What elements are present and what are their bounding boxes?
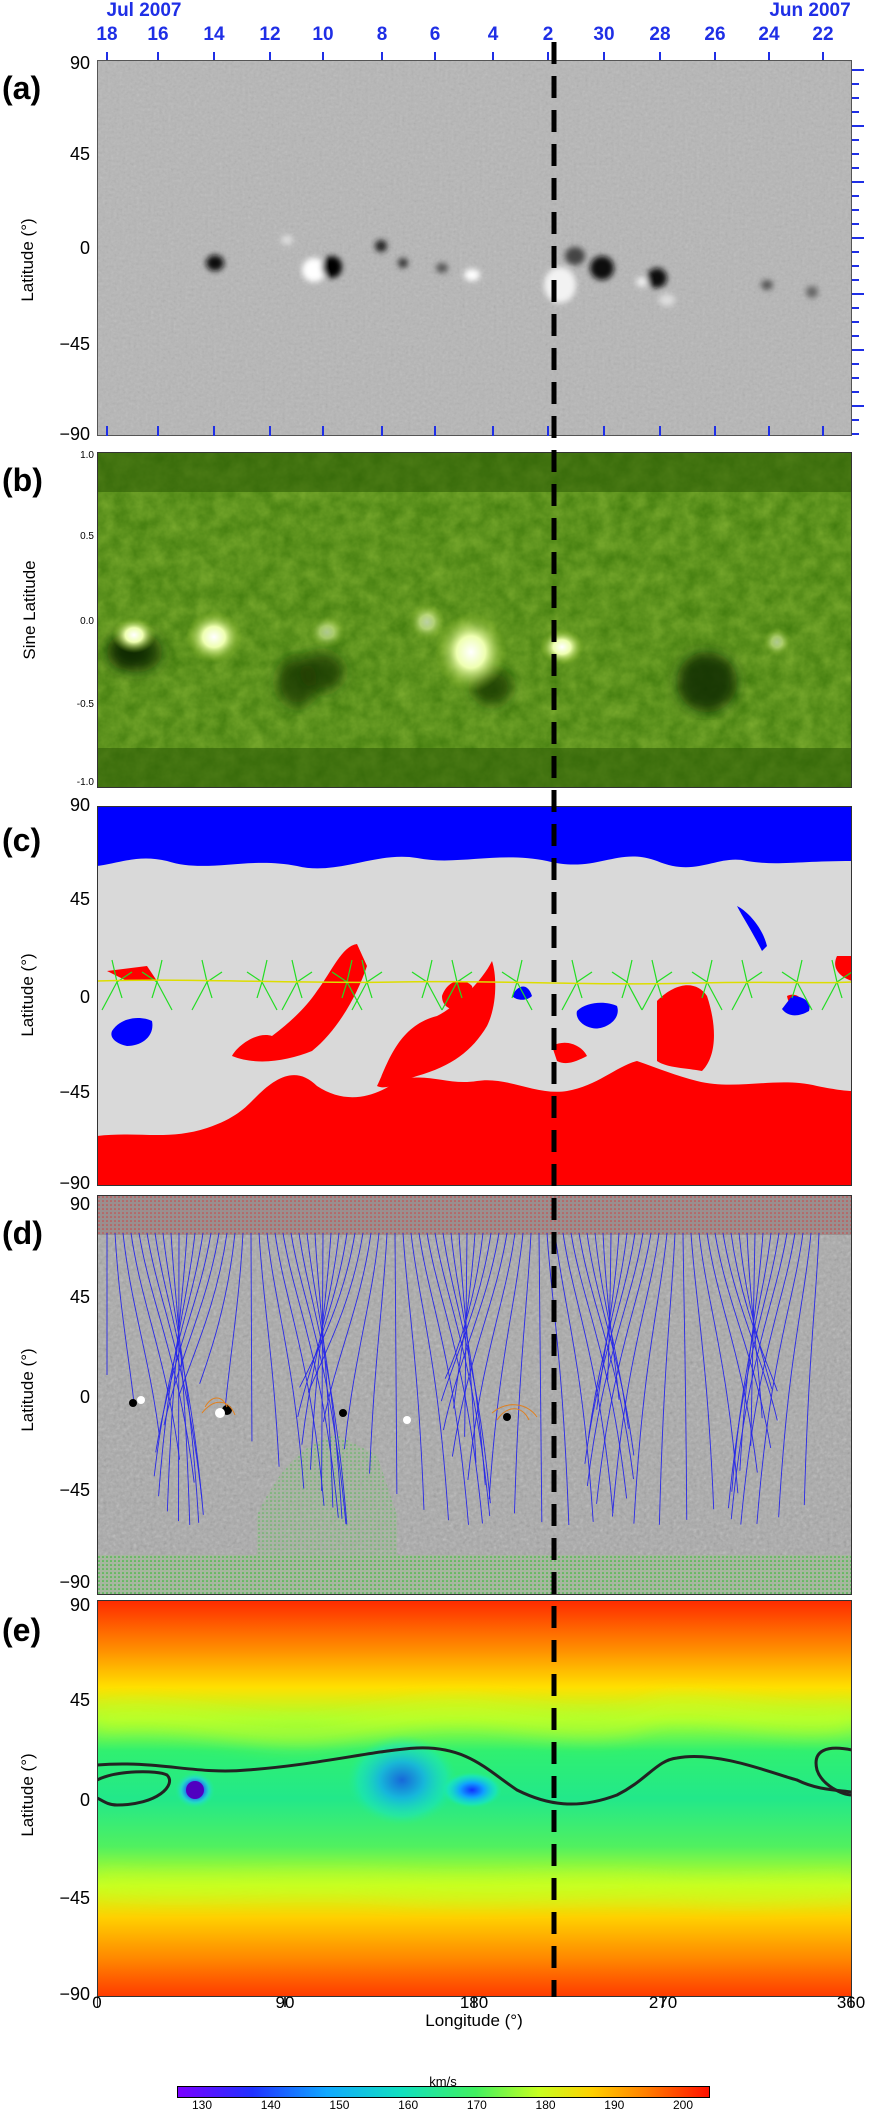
top-axis-day-label: 24 <box>758 24 780 45</box>
top-axis-ticks <box>106 52 824 61</box>
top-axis-day-label: 18 <box>96 24 118 45</box>
panel-e-ytick: 90 <box>69 1595 90 1615</box>
panel-b-ytick: 0.0 <box>80 616 94 627</box>
panel-c-ytick: −90 <box>59 1173 90 1193</box>
panel-b-ytick: -0.5 <box>76 699 94 710</box>
panel-d-ytick: 90 <box>69 1194 90 1214</box>
colorbar-tick: 140 <box>260 2098 281 2112</box>
x-axis-label: Longitude (°) <box>425 2011 523 2030</box>
panel-b-letter: (b) <box>2 462 43 498</box>
top-axis-day-label: 6 <box>429 24 441 45</box>
top-axis-day-label: 12 <box>259 24 281 45</box>
panel-a-ytick: 0 <box>79 238 90 258</box>
colorbar-tick: 180 <box>535 2098 556 2112</box>
colorbar-tick: 150 <box>329 2098 350 2112</box>
panel-e-letter: (e) <box>2 1612 42 1648</box>
x-tick: 180 <box>459 1993 489 2012</box>
top-axis-day-label: 28 <box>649 24 671 45</box>
panel-c-coronal-holes <box>97 806 852 1186</box>
top-axis-day-label: 30 <box>593 24 615 45</box>
panel-a-magnetogram <box>97 60 852 436</box>
colorbar-tick: 160 <box>398 2098 419 2112</box>
x-tick: 90 <box>275 1993 295 2012</box>
panel-d-field-lines <box>97 1195 852 1595</box>
panel-c-ytick: 90 <box>69 795 90 815</box>
top-axis-day-label: 22 <box>812 24 834 45</box>
panel-c-ytick: 45 <box>69 889 90 909</box>
top-axis-day-label: 10 <box>312 24 334 45</box>
panel-d-letter: (d) <box>2 1215 43 1251</box>
panel-b-ytick: -1.0 <box>76 777 94 788</box>
colorbar-tick: 130 <box>191 2098 213 2112</box>
panel-a-bottom-ticks <box>106 426 824 436</box>
panel-e-ytick: −90 <box>59 1984 90 2004</box>
panel-e-wind-speed-map <box>97 1600 852 1997</box>
panel-c-letter: (c) <box>2 822 42 858</box>
x-tick: 0 <box>92 1993 102 2012</box>
panel-d-ytick: 0 <box>79 1387 90 1407</box>
panel-c-ytick: −45 <box>59 1082 90 1102</box>
top-axis-day-label: 14 <box>203 24 225 45</box>
panel-a-ytick: −90 <box>59 424 90 444</box>
panel-d-ytick: 45 <box>69 1287 90 1307</box>
top-axis-day-label: 2 <box>542 24 554 45</box>
colorbar-tick: 170 <box>466 2098 487 2112</box>
panel-a-ytick: 90 <box>69 53 90 73</box>
colorbar-unit: km/s <box>429 2074 457 2089</box>
panel-e-ytick: 45 <box>69 1690 90 1710</box>
top-axis-day-label: 16 <box>147 24 169 45</box>
panel-d-ytick: −45 <box>59 1480 90 1500</box>
colorbar-tick: 200 <box>672 2098 694 2112</box>
panel-d-ytick: −90 <box>59 1572 90 1592</box>
top-axis-day-label: 8 <box>376 24 388 45</box>
x-tick: 270 <box>648 1993 678 2012</box>
panel-b-ytick: 0.5 <box>80 531 94 542</box>
x-axis-ticks <box>97 1997 852 2007</box>
panel-b-euv-image <box>97 452 852 788</box>
panel-c-ytick: 0 <box>79 987 90 1007</box>
top-axis-right-label: Jun 2007 <box>769 0 851 21</box>
panel-e-ytick: −45 <box>59 1888 90 1908</box>
x-tick: 360 <box>836 1993 866 2012</box>
panel-e-ytick: 0 <box>79 1790 90 1810</box>
panel-a-right-ticks <box>852 69 864 435</box>
colorbar <box>177 2086 710 2098</box>
colorbar-tick: 190 <box>604 2098 625 2112</box>
top-axis-day-label: 26 <box>704 24 726 45</box>
panel-b-ytick: 1.0 <box>80 450 94 461</box>
top-axis-left-label: Jul 2007 <box>106 0 182 21</box>
panel-a-letter: (a) <box>2 70 42 106</box>
panel-a-ytick: −45 <box>59 334 90 354</box>
panel-a-ytick: 45 <box>69 144 90 164</box>
top-axis-day-label: 4 <box>487 24 499 45</box>
